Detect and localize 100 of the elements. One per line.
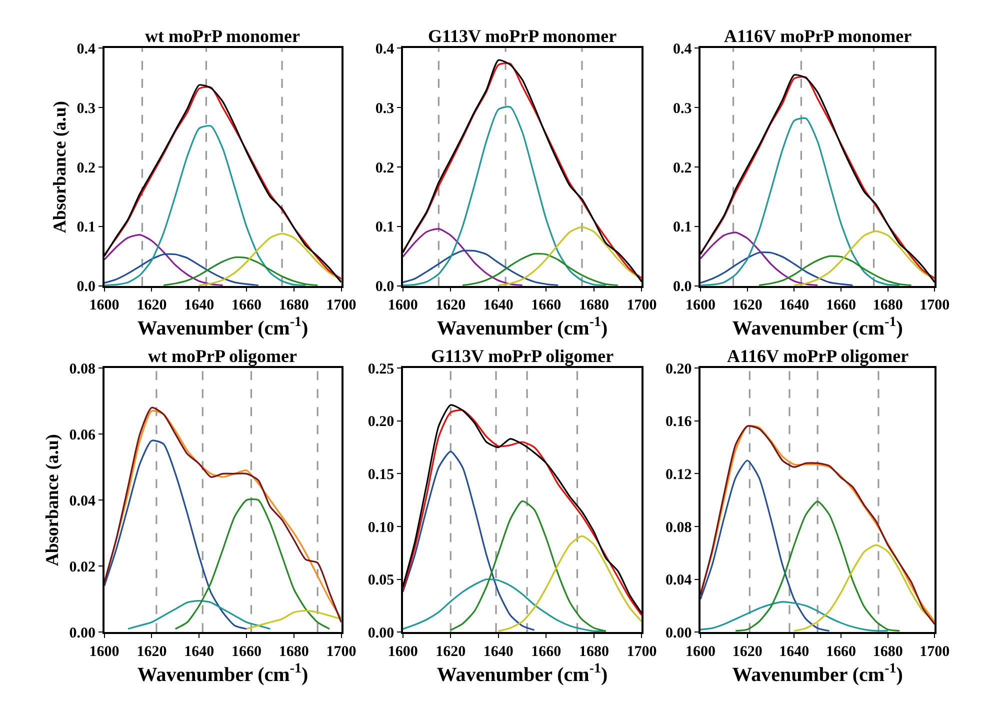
x-tick-label: 1700 <box>326 644 356 660</box>
line-series <box>402 578 607 632</box>
y-tick-label: 0.08 <box>665 520 692 536</box>
line-series <box>498 226 642 286</box>
line-series <box>104 234 224 286</box>
x-axis-title: Wavenumber (cm$^{-1}$) <box>137 315 308 340</box>
y-tick-label: 0.2 <box>76 160 96 176</box>
x-tick-label: 1620 <box>136 644 167 660</box>
y-tick-label: 0.05 <box>368 572 394 589</box>
y-tick-label: 0.4 <box>672 41 692 58</box>
y-tick-label: 0.2 <box>672 160 692 176</box>
x-tick-label: 1660 <box>531 298 562 314</box>
x-tick-label: 1600 <box>685 298 716 314</box>
line-series <box>462 252 619 286</box>
line-series <box>104 125 307 286</box>
y-tick-label: 0.3 <box>76 100 96 117</box>
y-tick-label: 0.20 <box>665 361 692 378</box>
line-series <box>402 250 559 286</box>
chart-title: A116V moPrP oligomer <box>727 346 909 366</box>
y-tick-label: 0.00 <box>69 625 96 642</box>
y-tick-label: 0.04 <box>69 493 96 510</box>
y-tick-label: 0.2 <box>375 160 394 176</box>
y-tick-label: 0.0 <box>375 279 394 296</box>
line-series <box>498 535 642 632</box>
y-tick-label: 0.15 <box>368 466 394 483</box>
y-tick-label: 0.0 <box>672 279 692 296</box>
line-series <box>174 498 330 630</box>
y-tick-label: 0.25 <box>368 361 394 378</box>
x-tick-label: 1680 <box>872 298 903 314</box>
x-axis-title: Wavenumber (cm$^{-1}$) <box>436 315 608 340</box>
y-tick-label: 0.20 <box>368 414 394 430</box>
x-tick-label: 1700 <box>920 298 950 314</box>
x-tick-label: 1660 <box>826 644 856 660</box>
chart-title: wt moPrP oligomer <box>148 346 297 366</box>
y-tick-label: 0.1 <box>672 220 692 236</box>
line-series <box>162 256 318 286</box>
x-tick-label: 1640 <box>483 644 514 660</box>
y-tick-label: 0.00 <box>665 625 692 642</box>
chart-title: A116V moPrP monomer <box>724 26 912 46</box>
x-tick-label: 1620 <box>436 298 466 314</box>
chart-title: G113V moPrP oligomer <box>431 346 614 366</box>
line-series <box>246 610 342 630</box>
line-series <box>104 440 248 630</box>
x-tick-label: 1620 <box>732 298 762 314</box>
y-tick-label: 0.4 <box>76 41 96 58</box>
line-series <box>127 600 271 630</box>
x-tick-label: 1680 <box>278 644 309 660</box>
x-tick-label: 1620 <box>436 644 466 660</box>
y-tick-label: 0.06 <box>69 427 96 444</box>
x-tick-label: 1700 <box>920 644 950 660</box>
x-tick-label: 1660 <box>231 644 262 660</box>
x-tick-label: 1660 <box>531 644 562 660</box>
x-tick-label: 1600 <box>89 644 120 660</box>
x-tick-label: 1640 <box>779 644 810 660</box>
y-tick-label: 0.4 <box>375 41 395 58</box>
y-tick-label: 0.12 <box>665 466 692 483</box>
line-series <box>700 232 818 286</box>
x-tick-label: 1620 <box>732 644 762 660</box>
x-axis-title: Wavenumber (cm$^{-1}$) <box>436 662 608 686</box>
y-tick-label: 0.00 <box>368 625 394 642</box>
x-tick-label: 1640 <box>483 298 514 314</box>
line-series <box>758 255 912 286</box>
x-tick-label: 1660 <box>826 298 856 314</box>
y-tick-label: 0.04 <box>665 572 692 589</box>
line-series <box>700 601 889 632</box>
chart-title: G113V moPrP monomer <box>428 26 617 46</box>
line-series <box>793 230 935 286</box>
x-axis-title: Wavenumber (cm$^{-1}$) <box>732 662 903 686</box>
x-tick-label: 1700 <box>326 298 356 314</box>
x-tick-label: 1680 <box>578 298 609 314</box>
line-series <box>402 228 524 286</box>
y-tick-label: 0.08 <box>69 361 96 378</box>
y-tick-label: 0.1 <box>76 220 96 236</box>
x-tick-label: 1640 <box>184 298 214 314</box>
line-series <box>700 251 854 286</box>
chart-title: wt moPrP monomer <box>145 26 300 46</box>
x-tick-label: 1640 <box>779 298 810 314</box>
x-tick-label: 1660 <box>231 298 262 314</box>
line-series <box>402 106 607 286</box>
y-tick-label: 0.0 <box>76 279 96 296</box>
x-tick-label: 1680 <box>278 298 309 314</box>
line-series <box>402 450 536 631</box>
y-tick-label: 0.1 <box>375 220 394 236</box>
x-tick-label: 1600 <box>89 298 120 314</box>
x-axis-title: Wavenumber (cm$^{-1}$) <box>732 315 903 340</box>
y-tick-label: 0.10 <box>368 520 394 536</box>
y-tick-label: 0.3 <box>375 100 394 117</box>
x-tick-label: 1680 <box>872 644 903 660</box>
x-tick-label: 1600 <box>685 644 716 660</box>
x-tick-label: 1600 <box>388 644 418 660</box>
x-tick-label: 1600 <box>388 298 418 314</box>
x-axis-title: Wavenumber (cm$^{-1}$) <box>137 662 308 686</box>
x-tick-label: 1620 <box>136 298 167 314</box>
line-series <box>700 460 830 632</box>
line-series <box>198 232 342 286</box>
x-tick-label: 1700 <box>626 644 657 660</box>
line-series <box>104 253 260 286</box>
y-tick-label: 0.3 <box>672 100 692 117</box>
y-tick-label: 0.02 <box>69 559 96 576</box>
line-series <box>700 117 900 286</box>
